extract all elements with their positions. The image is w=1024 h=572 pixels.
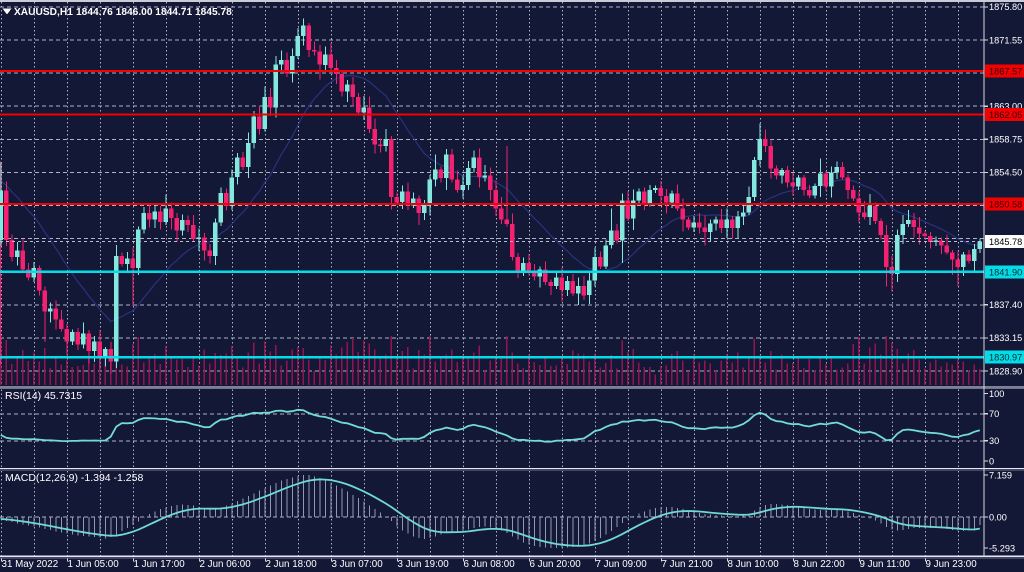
svg-text:1871.55: 1871.55 xyxy=(989,35,1022,45)
svg-text:7 Jun 21:00: 7 Jun 21:00 xyxy=(662,559,714,570)
svg-text:1845.78: 1845.78 xyxy=(989,237,1022,247)
svg-text:1867.57: 1867.57 xyxy=(989,67,1022,77)
svg-text:1850.58: 1850.58 xyxy=(989,200,1022,210)
svg-text:1 Jun 17:00: 1 Jun 17:00 xyxy=(134,559,186,570)
svg-text:1828.90: 1828.90 xyxy=(989,366,1022,376)
svg-text:1841.90: 1841.90 xyxy=(989,267,1022,277)
svg-text:1830.97: 1830.97 xyxy=(989,353,1022,363)
svg-text:1833.15: 1833.15 xyxy=(989,333,1022,343)
svg-text:1862.05: 1862.05 xyxy=(989,110,1022,120)
svg-text:7.159: 7.159 xyxy=(989,470,1012,480)
svg-text:0.00: 0.00 xyxy=(989,512,1007,522)
svg-text:1858.75: 1858.75 xyxy=(989,135,1022,145)
svg-text:8 Jun 22:00: 8 Jun 22:00 xyxy=(794,559,846,570)
svg-text:1875.80: 1875.80 xyxy=(989,2,1022,12)
svg-text:RSI(14) 45.7315: RSI(14) 45.7315 xyxy=(5,390,82,402)
svg-text:8 Jun 10:00: 8 Jun 10:00 xyxy=(728,559,780,570)
svg-text:1863.00: 1863.00 xyxy=(989,102,1022,112)
svg-text:1844.76 1846.00 1844.71 1845.7: 1844.76 1846.00 1844.71 1845.78 xyxy=(76,7,232,18)
svg-text:9 Jun 11:00: 9 Jun 11:00 xyxy=(860,559,911,570)
svg-text:9 Jun 23:00: 9 Jun 23:00 xyxy=(926,559,978,570)
svg-text:3 Jun 19:00: 3 Jun 19:00 xyxy=(398,559,450,570)
svg-text:31 May 2022: 31 May 2022 xyxy=(2,559,59,570)
svg-text:2 Jun 06:00: 2 Jun 06:00 xyxy=(200,559,252,570)
svg-text:30: 30 xyxy=(989,436,999,446)
svg-text:6 Jun 08:00: 6 Jun 08:00 xyxy=(464,559,516,570)
svg-text:1 Jun 05:00: 1 Jun 05:00 xyxy=(68,559,120,570)
svg-text:70: 70 xyxy=(989,409,999,419)
svg-text:-5.293: -5.293 xyxy=(989,543,1015,553)
svg-text:7 Jun 09:00: 7 Jun 09:00 xyxy=(596,559,648,570)
svg-text:6 Jun 20:00: 6 Jun 20:00 xyxy=(530,559,582,570)
svg-text:1837.40: 1837.40 xyxy=(989,300,1022,310)
svg-text:MACD(12,26,9) -1.394 -1.258: MACD(12,26,9) -1.394 -1.258 xyxy=(5,472,143,484)
svg-text:0: 0 xyxy=(989,456,994,466)
svg-text:100: 100 xyxy=(989,389,1004,399)
svg-text:XAUUSD,H1: XAUUSD,H1 xyxy=(14,7,73,18)
svg-text:2 Jun 18:00: 2 Jun 18:00 xyxy=(266,559,318,570)
svg-text:3 Jun 07:00: 3 Jun 07:00 xyxy=(332,559,384,570)
svg-text:1854.50: 1854.50 xyxy=(989,168,1022,178)
